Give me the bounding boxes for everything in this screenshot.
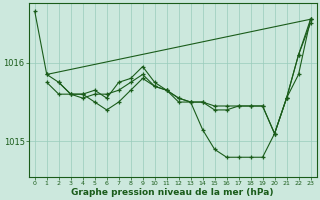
X-axis label: Graphe pression niveau de la mer (hPa): Graphe pression niveau de la mer (hPa) — [71, 188, 274, 197]
